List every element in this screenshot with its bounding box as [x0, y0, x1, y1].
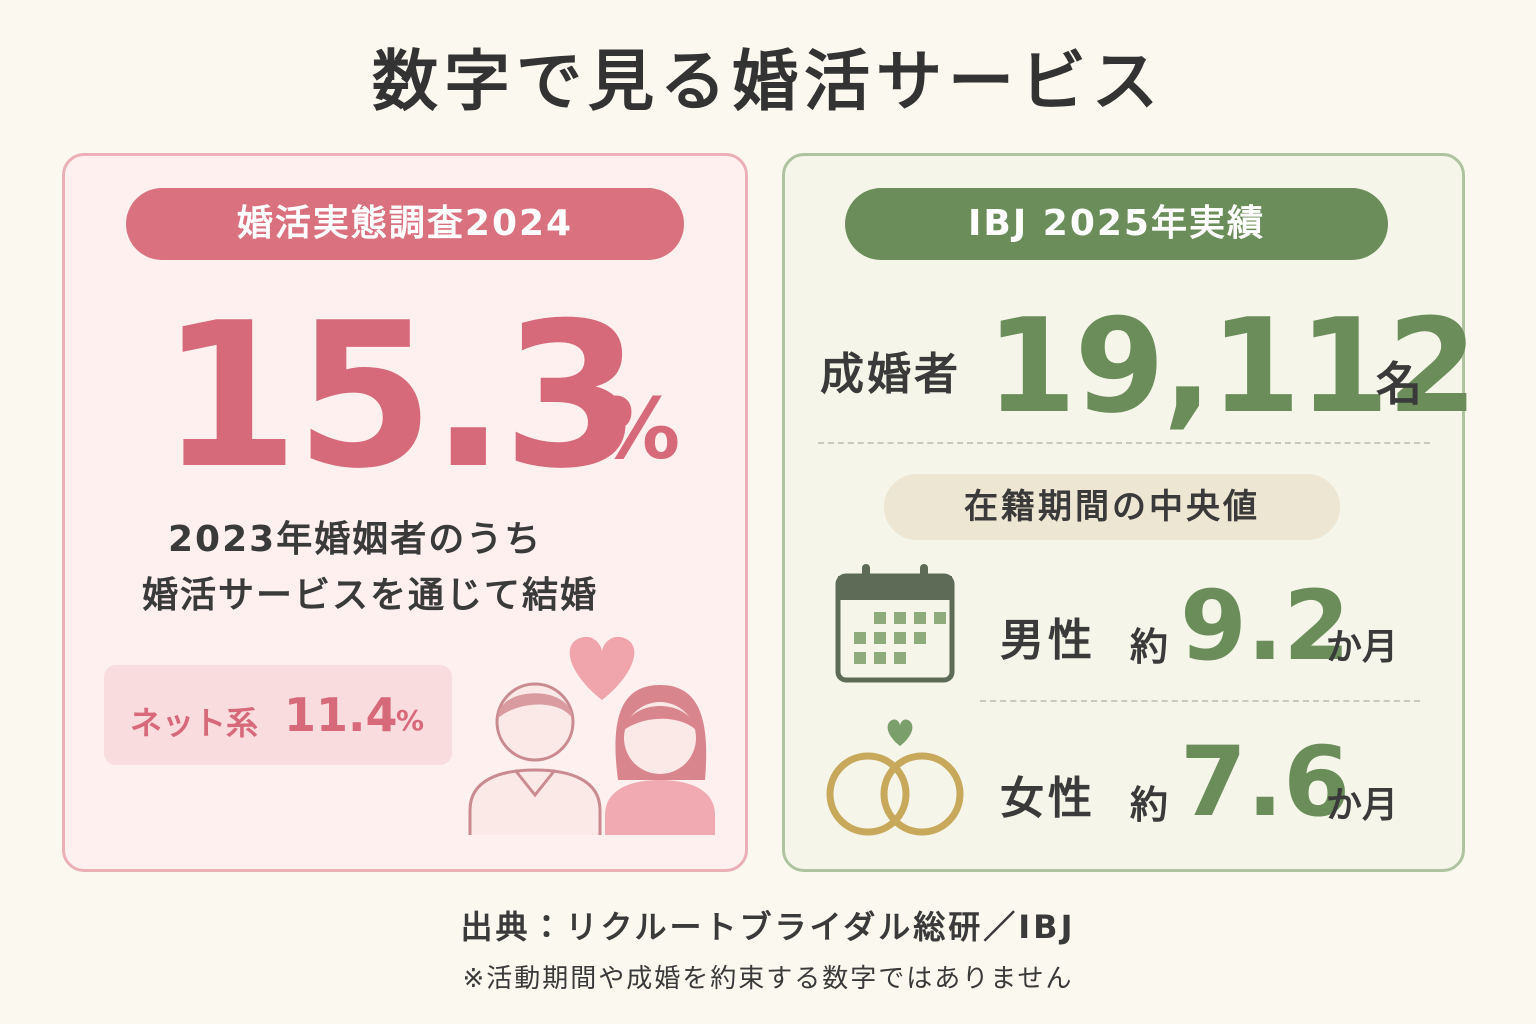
- sub-unit: %: [396, 704, 425, 737]
- sub-label: ネット系: [130, 704, 259, 742]
- median-badge: 在籍期間の中央値: [884, 474, 1340, 540]
- row-prefix: 約: [1130, 783, 1169, 827]
- title: 数字で見る婚活サービス: [372, 43, 1164, 120]
- main-value: 15.3: [160, 280, 641, 513]
- row-label: 男性: [1000, 615, 1096, 666]
- count-unit: 名: [1376, 357, 1422, 411]
- left-badge: 婚活実態調査2024: [126, 188, 684, 260]
- row-value: 9.2: [1180, 570, 1351, 682]
- couple-illustration: [468, 636, 715, 835]
- calendar-icon: [835, 564, 955, 683]
- divider: [980, 700, 1420, 702]
- row-prefix: 約: [1130, 625, 1169, 669]
- main-unit: %: [596, 380, 681, 478]
- row-unit: か月: [1326, 785, 1399, 826]
- sub-box: [104, 665, 452, 765]
- right-badge: IBJ 2025年実績: [845, 188, 1388, 260]
- count-value: 19,112: [986, 290, 1478, 442]
- description-line: 2023年婚姻者のうち: [168, 519, 543, 560]
- description-line: 婚活サービスを通じて結婚: [142, 575, 599, 616]
- sub-value: 11.4: [284, 688, 398, 742]
- divider: [818, 442, 1430, 444]
- row-label: 女性: [1000, 773, 1096, 824]
- row-value: 7.6: [1180, 726, 1351, 838]
- source: 出典：リクルートブライダル総研／IBJ: [460, 908, 1076, 946]
- note: ※活動期間や成婚を約束する数字ではありません: [462, 964, 1074, 994]
- count-label: 成婚者: [820, 349, 961, 400]
- row-unit: か月: [1326, 627, 1399, 668]
- rings-icon: [826, 719, 964, 836]
